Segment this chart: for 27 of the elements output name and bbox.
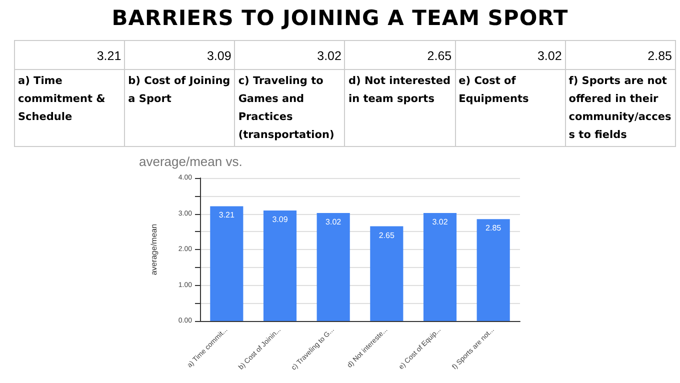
data-label: 3.21 [14, 40, 125, 70]
bar [476, 219, 510, 321]
data-label: 3.02 [432, 218, 448, 227]
bar [316, 213, 350, 321]
category-label: a) Time commitment & Schedule [14, 70, 125, 146]
data-label: 3.02 [455, 40, 566, 70]
data-label: 2.85 [486, 224, 502, 233]
category-label: d) Not interested in team sports [344, 70, 456, 146]
data-label: 3.02 [234, 40, 345, 70]
data-label: 3.21 [218, 210, 235, 220]
bar [423, 213, 457, 321]
y-axis-title: average/mean [150, 224, 158, 276]
category-label: c) Traveling to Games and Practices (transportation) [234, 70, 345, 146]
category-label: f) Sports are not offered in their community/access to fields [565, 70, 676, 146]
data-label: 2.65 [378, 230, 395, 240]
data-label: 2.65 [344, 40, 456, 70]
bar [210, 206, 244, 321]
bar [263, 210, 297, 321]
bar [370, 226, 404, 321]
category-label: b) Cost of Joining a Sport [124, 70, 235, 146]
category-label: e) Cost of Equipments [455, 70, 566, 146]
data-label: 3.09 [124, 40, 235, 70]
data-label: 2.85 [565, 40, 676, 70]
text: BARRIERS TO JOINING A TEAM SPORT [110, 6, 570, 30]
data-label: 3.02 [326, 218, 342, 227]
chart-title: average/mean vs. [139, 154, 242, 169]
data-label: 3.09 [272, 215, 288, 224]
